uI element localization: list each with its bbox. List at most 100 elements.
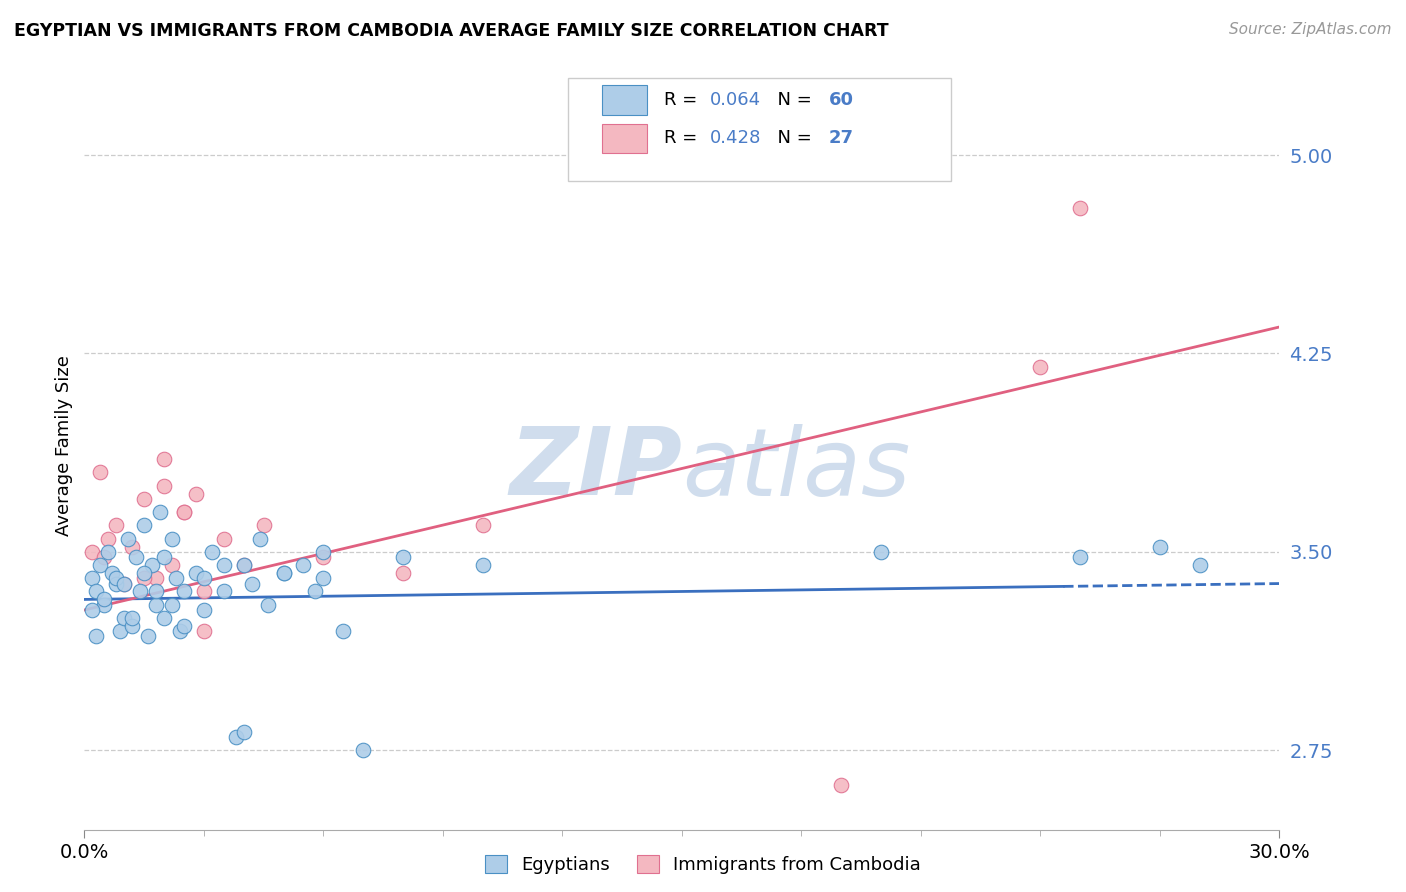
- Text: R =: R =: [664, 91, 703, 109]
- Point: [86, 584, 108, 599]
- Text: Source: ZipAtlas.com: Source: ZipAtlas.com: [1229, 22, 1392, 37]
- Point: [145, 598, 167, 612]
- Point: [89, 466, 111, 480]
- Point: [870, 545, 893, 559]
- Legend: Egyptians, Immigrants from Cambodia: Egyptians, Immigrants from Cambodia: [477, 846, 929, 883]
- Point: [273, 566, 295, 580]
- Point: [110, 624, 132, 639]
- Point: [225, 730, 247, 744]
- Point: [121, 619, 143, 633]
- Point: [1029, 359, 1052, 374]
- Point: [352, 743, 374, 757]
- Point: [312, 550, 335, 565]
- Point: [153, 550, 176, 565]
- Point: [93, 550, 115, 565]
- Text: R =: R =: [664, 129, 703, 147]
- Text: N =: N =: [766, 129, 817, 147]
- Point: [253, 518, 276, 533]
- Text: 0.428: 0.428: [710, 129, 761, 147]
- Point: [160, 558, 183, 572]
- Point: [112, 576, 135, 591]
- Point: [173, 584, 195, 599]
- Text: atlas: atlas: [682, 424, 910, 515]
- Point: [232, 558, 254, 572]
- Point: [184, 486, 207, 500]
- Point: [97, 545, 120, 559]
- Point: [392, 566, 415, 580]
- Point: [471, 518, 494, 533]
- FancyBboxPatch shape: [602, 86, 647, 114]
- Text: 0.064: 0.064: [710, 91, 761, 109]
- Text: EGYPTIAN VS IMMIGRANTS FROM CAMBODIA AVERAGE FAMILY SIZE CORRELATION CHART: EGYPTIAN VS IMMIGRANTS FROM CAMBODIA AVE…: [14, 22, 889, 40]
- Point: [169, 624, 191, 639]
- Point: [153, 611, 176, 625]
- Point: [471, 558, 494, 572]
- Point: [132, 518, 156, 533]
- Point: [160, 532, 183, 546]
- Text: 60: 60: [830, 91, 853, 109]
- Point: [132, 571, 156, 585]
- Point: [193, 571, 215, 585]
- Point: [173, 505, 195, 519]
- Point: [212, 558, 235, 572]
- Point: [153, 478, 176, 492]
- Point: [312, 571, 335, 585]
- Point: [304, 584, 326, 599]
- Point: [141, 558, 163, 572]
- Point: [193, 603, 215, 617]
- Point: [121, 540, 143, 554]
- Point: [193, 584, 215, 599]
- Point: [232, 558, 254, 572]
- Point: [145, 584, 167, 599]
- Point: [332, 624, 354, 639]
- Point: [173, 619, 195, 633]
- Point: [201, 545, 224, 559]
- Point: [232, 724, 254, 739]
- Point: [136, 630, 159, 644]
- Point: [392, 550, 415, 565]
- Point: [165, 571, 187, 585]
- FancyBboxPatch shape: [602, 124, 647, 153]
- Point: [1069, 550, 1091, 565]
- Point: [273, 566, 295, 580]
- Point: [292, 558, 315, 572]
- Point: [160, 598, 183, 612]
- FancyBboxPatch shape: [568, 78, 950, 181]
- Point: [125, 550, 148, 565]
- Point: [312, 545, 335, 559]
- Point: [132, 491, 156, 506]
- Point: [82, 545, 104, 559]
- Y-axis label: Average Family Size: Average Family Size: [55, 356, 73, 536]
- Point: [129, 584, 152, 599]
- Point: [97, 532, 120, 546]
- Point: [149, 505, 172, 519]
- Point: [117, 532, 139, 546]
- Point: [93, 592, 115, 607]
- Point: [89, 558, 111, 572]
- Text: N =: N =: [766, 91, 817, 109]
- Point: [184, 566, 207, 580]
- Point: [112, 611, 135, 625]
- Point: [112, 576, 135, 591]
- Text: 27: 27: [830, 129, 853, 147]
- Point: [82, 603, 104, 617]
- Point: [1149, 540, 1171, 554]
- Point: [105, 576, 128, 591]
- Point: [1188, 558, 1211, 572]
- Point: [93, 598, 115, 612]
- Point: [240, 576, 263, 591]
- Point: [212, 584, 235, 599]
- Point: [105, 571, 128, 585]
- Point: [193, 624, 215, 639]
- Point: [153, 452, 176, 467]
- Text: ZIP: ZIP: [509, 423, 682, 515]
- Point: [82, 571, 104, 585]
- Point: [86, 630, 108, 644]
- Point: [249, 532, 271, 546]
- Point: [121, 611, 143, 625]
- Point: [256, 598, 278, 612]
- Point: [105, 518, 128, 533]
- Point: [830, 778, 852, 792]
- Point: [132, 566, 156, 580]
- Point: [1069, 201, 1091, 215]
